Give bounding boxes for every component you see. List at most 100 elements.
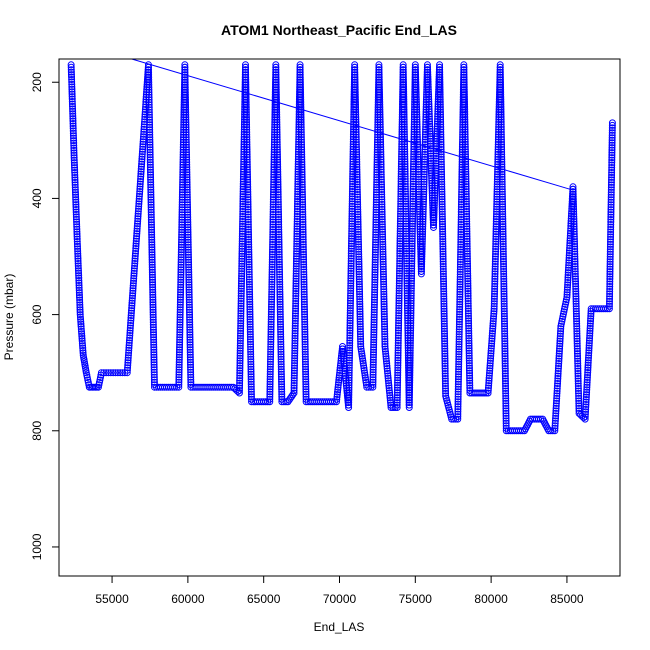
data-point <box>369 371 377 379</box>
data-point <box>146 151 154 159</box>
data-point <box>500 317 508 325</box>
data-point <box>377 143 385 151</box>
data-point <box>150 348 158 356</box>
data-point <box>425 103 433 111</box>
data-point <box>418 253 426 261</box>
data-point <box>497 83 505 91</box>
data-point <box>371 276 379 284</box>
data-point <box>292 257 300 265</box>
data-point <box>238 255 246 263</box>
data-point <box>177 278 185 286</box>
data-point <box>413 113 421 121</box>
data-point <box>72 206 80 214</box>
data-point <box>268 265 276 273</box>
data-point <box>125 349 133 357</box>
data-point <box>465 342 473 350</box>
data-point <box>278 378 286 386</box>
data-point <box>301 358 309 366</box>
data-point <box>267 338 275 346</box>
data-point <box>497 136 505 143</box>
data-point <box>147 191 155 199</box>
data-point <box>237 300 245 308</box>
data-point <box>464 280 472 288</box>
data-point <box>464 265 472 273</box>
data-point <box>236 337 244 345</box>
data-point <box>572 290 580 298</box>
data-point <box>555 352 563 360</box>
data-point <box>407 319 415 327</box>
data-point <box>186 308 193 316</box>
data-point <box>566 239 574 247</box>
data-point <box>292 280 300 288</box>
data-point <box>276 275 284 283</box>
data-point <box>406 376 414 384</box>
data-point <box>571 265 579 273</box>
data-point <box>466 372 474 380</box>
data-point <box>238 237 246 245</box>
data-point <box>491 260 499 268</box>
data-point <box>186 338 194 346</box>
data-point <box>461 120 469 128</box>
data-point <box>75 272 83 280</box>
data-point <box>465 332 473 340</box>
data-point <box>606 287 614 295</box>
data-point <box>345 356 353 364</box>
data-point <box>298 178 306 186</box>
data-point <box>346 344 354 352</box>
data-point <box>182 108 190 116</box>
data-point <box>129 289 137 297</box>
data-point <box>502 387 510 395</box>
data-point <box>149 316 157 324</box>
data-point <box>570 203 578 211</box>
data-point <box>73 228 81 236</box>
data-point <box>499 233 507 241</box>
data-point <box>145 73 153 81</box>
data-point <box>379 228 387 236</box>
data-point <box>246 295 254 303</box>
data-point <box>272 96 280 104</box>
data-point <box>607 218 615 226</box>
data-point <box>569 200 577 208</box>
data-point <box>487 352 495 360</box>
data-point <box>236 377 244 385</box>
data-point <box>401 148 409 156</box>
data-point <box>395 297 403 305</box>
data-point <box>358 350 366 358</box>
data-point <box>183 193 191 201</box>
data-point <box>334 383 342 391</box>
data-point <box>369 381 377 389</box>
data-point <box>371 243 379 251</box>
data-point <box>464 312 472 320</box>
data-point <box>242 78 250 86</box>
data-point <box>352 123 360 131</box>
data-point <box>355 253 363 261</box>
data-point <box>176 343 184 351</box>
data-point <box>298 181 306 189</box>
data-point <box>300 278 308 286</box>
data-point <box>402 202 410 210</box>
data-point <box>395 269 403 277</box>
data-point <box>402 192 410 200</box>
data-point <box>299 228 307 236</box>
data-point <box>376 133 384 141</box>
data-point <box>436 98 444 106</box>
data-point <box>291 354 299 362</box>
data-point <box>492 233 500 241</box>
data-point <box>502 382 510 390</box>
data-point <box>455 353 463 361</box>
data-point <box>300 263 308 271</box>
data-point <box>236 339 244 347</box>
data-point <box>299 245 307 253</box>
data-point <box>136 190 144 198</box>
data-point <box>400 88 408 96</box>
data-point <box>409 202 417 210</box>
data-point <box>68 80 76 88</box>
data-point <box>150 371 158 379</box>
data-point <box>489 315 497 323</box>
data-point <box>377 158 385 166</box>
x-tick-label: 65000 <box>247 592 281 606</box>
data-point <box>412 86 420 94</box>
data-point <box>187 371 195 379</box>
data-point <box>185 266 193 274</box>
data-point <box>272 86 280 94</box>
